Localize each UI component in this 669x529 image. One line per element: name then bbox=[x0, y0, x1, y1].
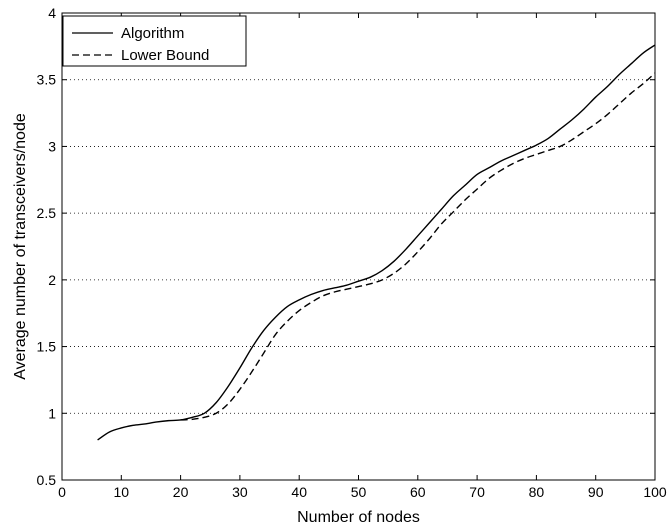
x-tick-label: 20 bbox=[173, 484, 189, 500]
y-tick-label: 2 bbox=[48, 272, 56, 288]
series-line-algorithm bbox=[97, 44, 656, 441]
y-tick-label: 1.5 bbox=[37, 339, 57, 355]
series-layer bbox=[97, 44, 656, 441]
x-tick-label: 90 bbox=[588, 484, 604, 500]
legend-label-algorithm: Algorithm bbox=[121, 25, 184, 42]
grid-lines bbox=[62, 79, 655, 414]
series-line-lower-bound bbox=[180, 72, 656, 421]
x-tick-label: 0 bbox=[58, 484, 66, 500]
x-tick-label: 100 bbox=[643, 484, 667, 500]
x-tick-label: 30 bbox=[232, 484, 248, 500]
legend-box bbox=[62, 15, 247, 67]
tick-labels: 0.511.522.533.540 10 20 30 40 50 60 70 80 90 100 bbox=[37, 5, 667, 500]
x-tick-label: 60 bbox=[410, 484, 426, 500]
y-tick-label: 4 bbox=[48, 5, 56, 21]
legend: Algorithm Lower Bound bbox=[62, 15, 247, 67]
x-tick-label: 70 bbox=[469, 484, 485, 500]
y-tick-label: 3 bbox=[48, 138, 56, 154]
x-tick-label: 10 bbox=[114, 484, 130, 500]
y-tick-label: 0.5 bbox=[37, 472, 57, 488]
x-tick-label: 50 bbox=[351, 484, 367, 500]
x-tick-label: 80 bbox=[529, 484, 545, 500]
x-tick-label: 40 bbox=[291, 484, 307, 500]
y-tick-label: 1 bbox=[48, 405, 56, 421]
x-axis-label: Number of nodes bbox=[297, 509, 420, 526]
y-tick-label: 3.5 bbox=[37, 72, 57, 88]
y-axis-label: Average number of transceivers/node bbox=[12, 113, 29, 380]
plot-frame bbox=[61, 12, 656, 481]
y-tick-label: 2.5 bbox=[37, 205, 57, 221]
legend-label-lower-bound: Lower Bound bbox=[121, 47, 209, 64]
axis-ticks bbox=[61, 12, 656, 481]
